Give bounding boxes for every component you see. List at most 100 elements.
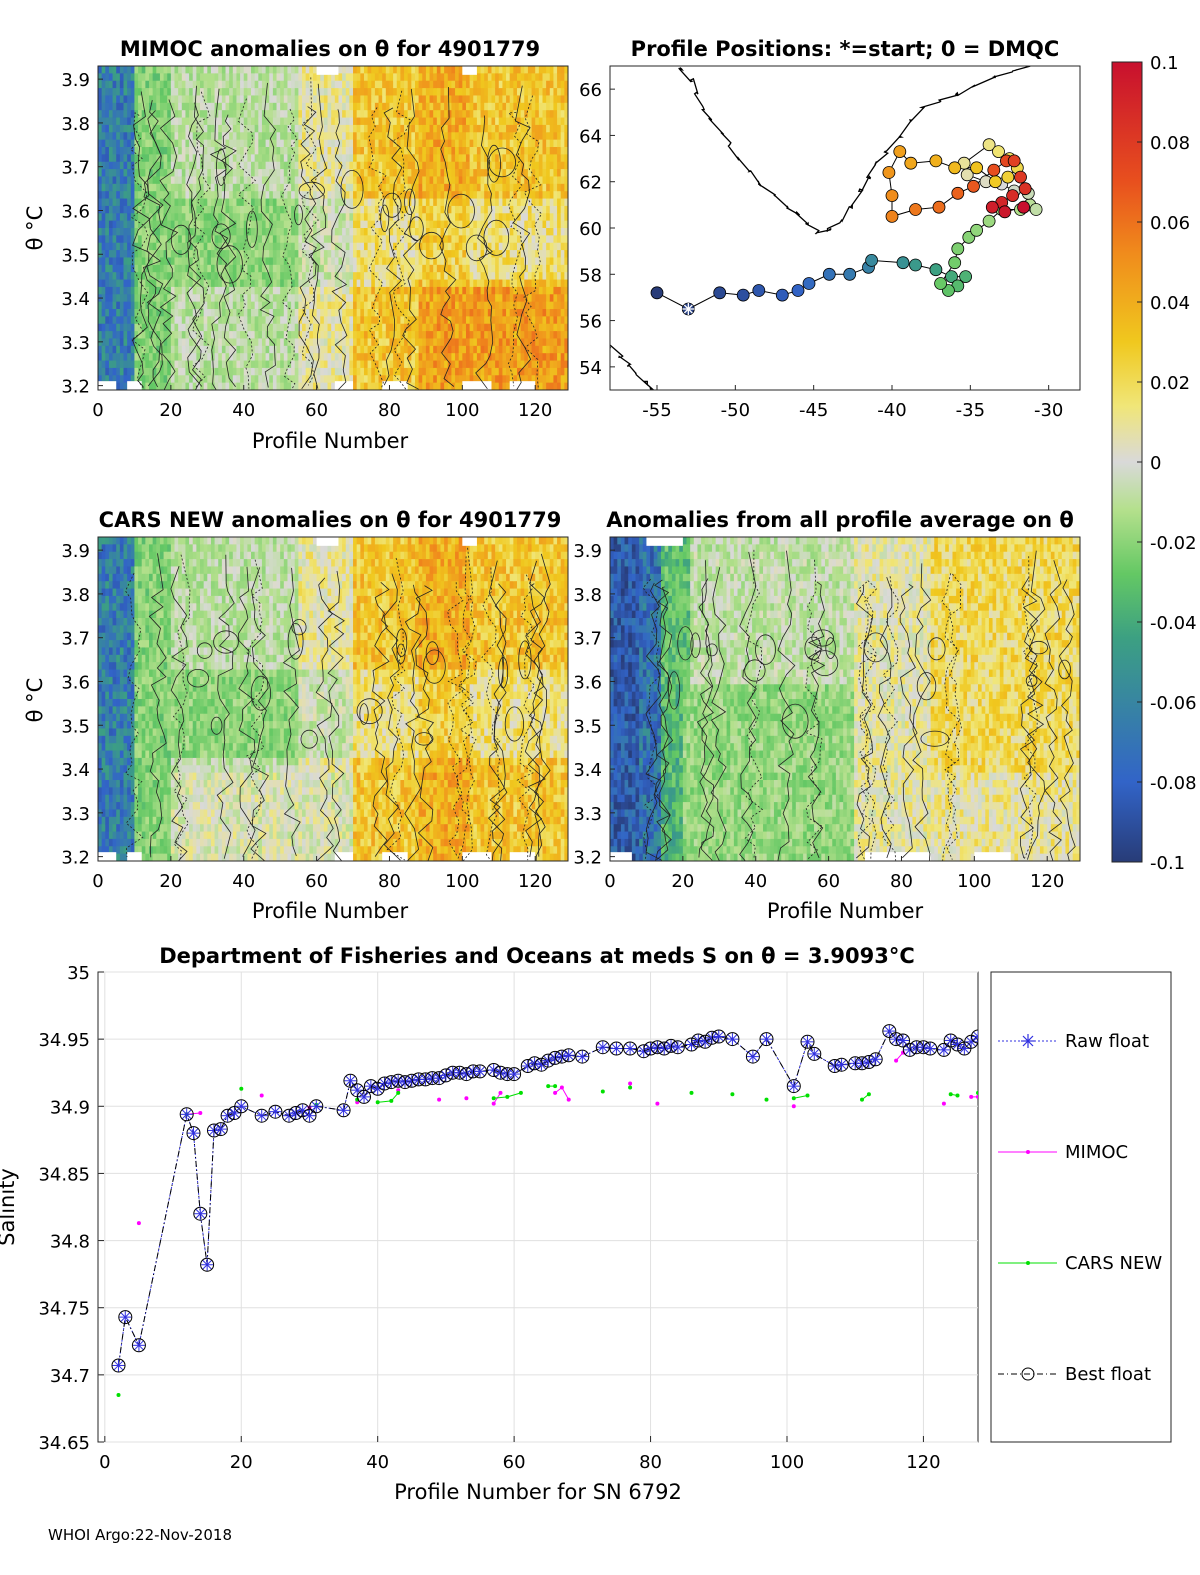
heat-cell	[506, 66, 511, 74]
heat-cell	[404, 250, 409, 259]
heat-cell	[291, 375, 296, 384]
heat-cell	[247, 169, 252, 178]
heat-cell	[363, 309, 369, 317]
heat-cell	[458, 294, 463, 303]
heat-cell	[280, 220, 285, 229]
heat-cell	[367, 124, 372, 133]
heat-cell	[174, 250, 179, 259]
heat-cell	[360, 110, 365, 119]
heat-cell	[218, 176, 223, 185]
heat-cell	[455, 66, 460, 74]
heat-cell	[174, 198, 179, 207]
heat-cell	[236, 338, 241, 347]
heat-cell	[163, 250, 168, 259]
heat-cell	[455, 132, 460, 141]
heat-cell	[338, 309, 343, 317]
heat-cell	[170, 102, 176, 111]
heat-cell	[280, 345, 285, 354]
heat-cell	[323, 323, 329, 332]
heat-cell	[338, 102, 343, 111]
heat-cell	[411, 88, 416, 97]
heat-cell	[291, 228, 296, 236]
heat-cell	[320, 338, 325, 347]
heat-cell	[108, 331, 114, 340]
heat-cell	[331, 176, 336, 185]
heat-cell	[119, 353, 125, 362]
heat-cell	[141, 191, 146, 200]
heat-cell	[254, 95, 259, 104]
heat-cell	[145, 124, 150, 133]
heat-cell	[170, 169, 176, 178]
heat-cell	[393, 183, 398, 192]
heat-cell	[320, 102, 325, 111]
heat-cell	[152, 242, 157, 251]
heat-cell	[138, 264, 143, 273]
heat-cell	[265, 228, 270, 236]
heat-cell	[119, 169, 125, 178]
heat-cell	[502, 353, 507, 362]
heat-cell	[411, 301, 416, 310]
heat-cell	[425, 169, 431, 178]
heat-cell	[167, 382, 172, 390]
heat-cell	[258, 375, 263, 384]
heat-cell	[396, 360, 401, 369]
heat-cell	[312, 360, 318, 369]
heat-cell	[462, 242, 467, 251]
heat-cell	[476, 367, 482, 376]
heat-cell	[192, 117, 197, 126]
heat-cell	[425, 110, 431, 119]
heat-cell	[123, 264, 128, 273]
heat-cell	[404, 323, 409, 332]
heat-cell	[163, 264, 168, 273]
heat-cell	[229, 272, 234, 281]
heat-cell	[210, 382, 216, 390]
heat-cell	[141, 169, 146, 178]
heat-cell	[447, 331, 453, 340]
heat-cell	[298, 353, 303, 362]
heat-cell	[465, 147, 471, 155]
heat-cell	[243, 124, 248, 133]
heat-cell	[422, 272, 427, 281]
heat-cell	[210, 161, 216, 170]
heat-cell	[436, 191, 442, 200]
heat-cell	[265, 110, 270, 119]
heat-cell	[163, 279, 168, 288]
heat-cell	[265, 169, 270, 178]
heat-cell	[378, 250, 383, 259]
heat-cell	[436, 213, 442, 222]
heat-cell	[374, 272, 380, 281]
heat-cell	[465, 286, 471, 295]
heat-cell	[116, 183, 121, 192]
heat-cell	[404, 286, 409, 295]
heat-cell	[414, 139, 420, 148]
heat-cell	[382, 316, 387, 325]
heat-cell	[393, 161, 398, 170]
heat-cell	[498, 323, 504, 332]
heat-cell	[407, 154, 412, 163]
heat-cell	[101, 176, 106, 185]
heat-cell	[371, 169, 376, 178]
heat-cell	[287, 176, 292, 185]
heat-cell	[174, 367, 179, 376]
heat-cell	[334, 250, 340, 259]
heat-cell	[378, 95, 383, 104]
heat-cell	[251, 73, 256, 82]
heat-cell	[207, 316, 212, 325]
heat-cell	[185, 323, 190, 332]
heat-cell	[374, 338, 380, 347]
heat-cell	[181, 228, 187, 236]
heat-cell	[331, 382, 336, 390]
heat-cell	[451, 154, 456, 163]
heat-cell	[411, 228, 416, 236]
heat-cell	[145, 279, 150, 288]
heat-cell	[480, 154, 485, 163]
heat-cell	[101, 323, 106, 332]
heat-cell	[207, 139, 212, 148]
heat-cell	[174, 353, 179, 362]
heat-cell	[280, 272, 285, 281]
heat-cell	[123, 367, 128, 376]
heat-cell	[334, 102, 340, 111]
heat-cell	[498, 272, 504, 281]
heat-cell	[371, 338, 376, 347]
heat-cell	[455, 338, 460, 347]
